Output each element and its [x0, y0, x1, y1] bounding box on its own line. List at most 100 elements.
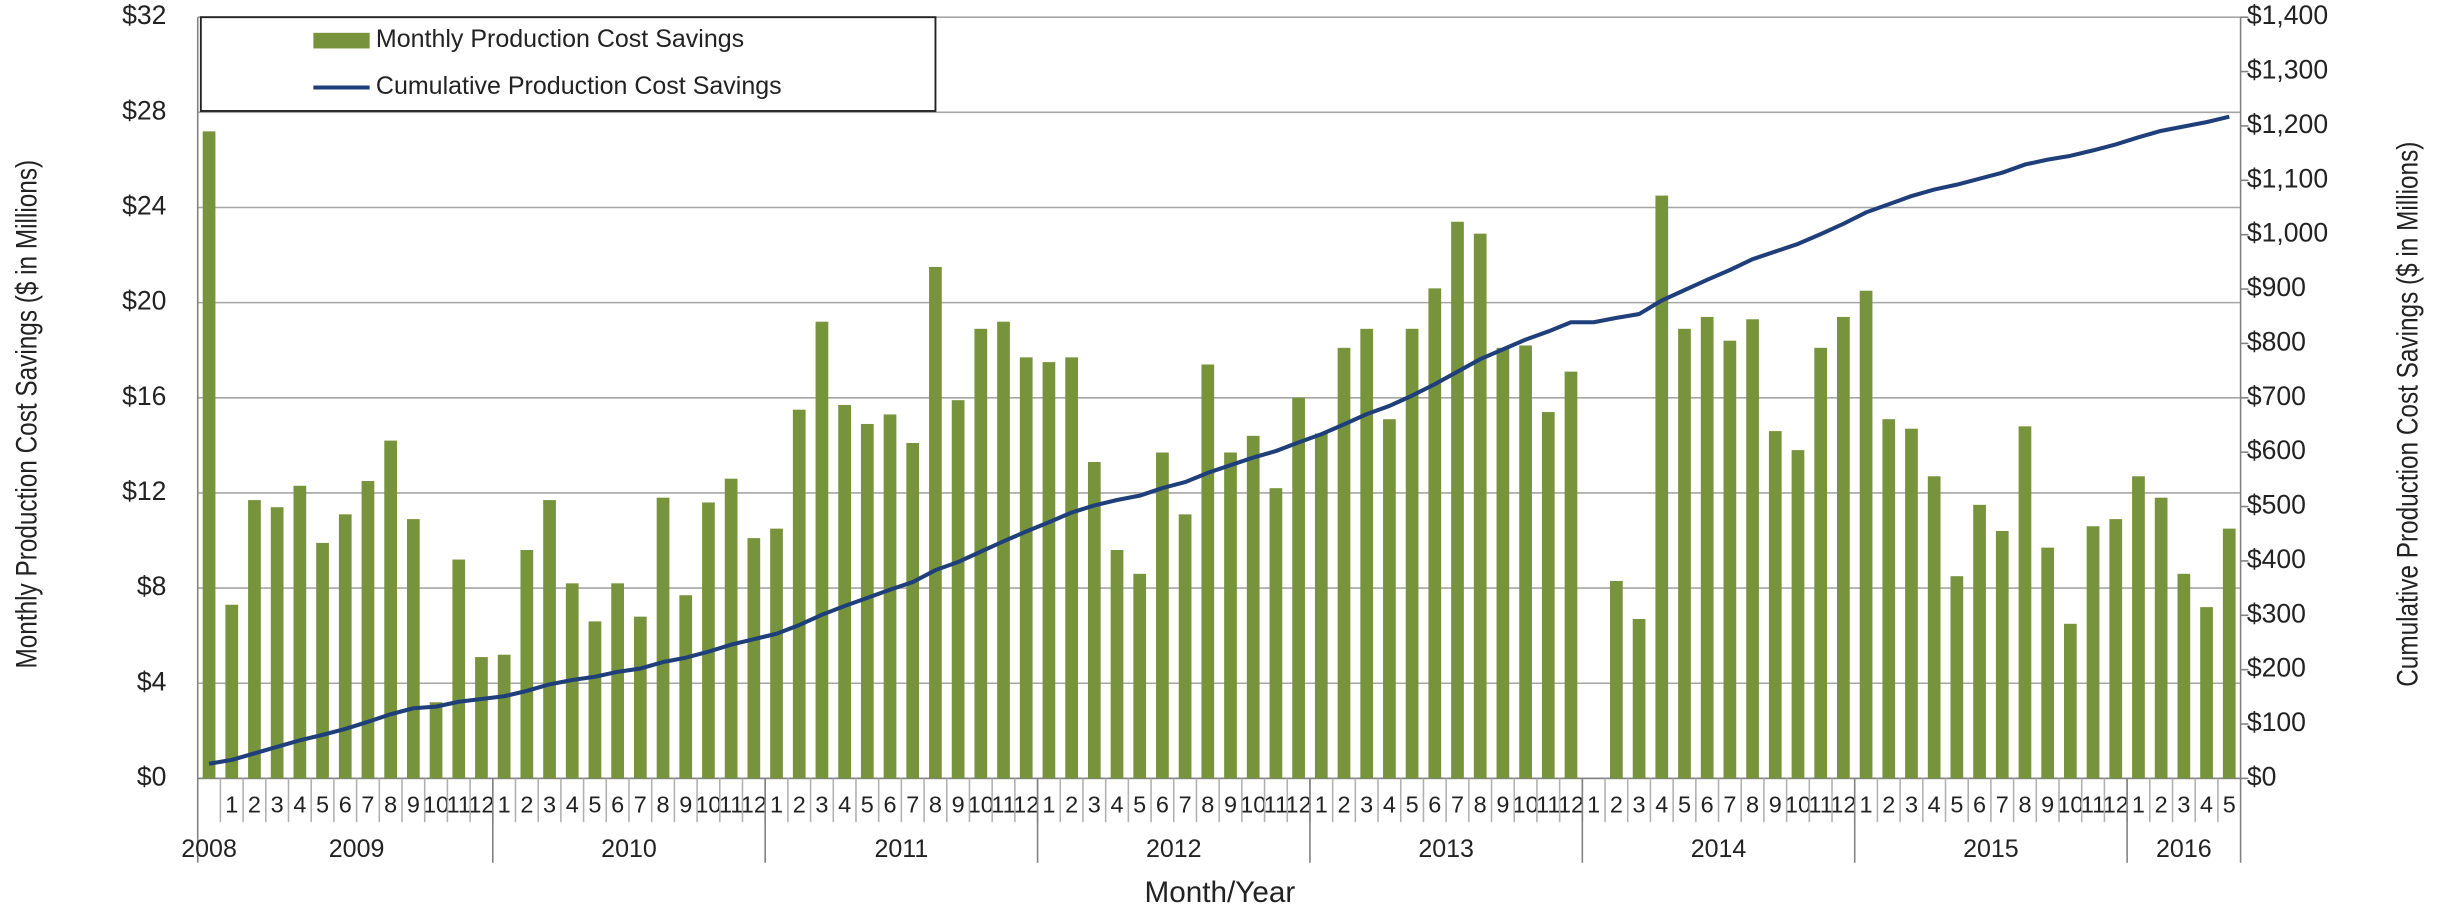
bar: [225, 604, 239, 779]
bar: [1973, 504, 1986, 779]
y2-tick-label: $700: [2247, 381, 2306, 411]
y2-tick-label: $1,400: [2247, 0, 2328, 30]
x-group-label: 2016: [2156, 835, 2212, 863]
y-tick-label: $4: [137, 666, 167, 696]
bar: [997, 321, 1010, 779]
bar: [1224, 452, 1237, 779]
bar: [724, 478, 738, 779]
x-tick-label: 6: [1973, 792, 1986, 818]
bar: [1768, 431, 1782, 779]
x-tick-label: 6: [611, 792, 624, 818]
x-tick-label: 5: [1950, 792, 1963, 818]
bar: [1405, 328, 1419, 779]
bar: [1201, 364, 1215, 779]
x-tick-label: 12: [1286, 792, 1312, 818]
x-tick-label: 8: [657, 792, 670, 818]
x-tick-label: 10: [1513, 792, 1539, 818]
y-tick-label: $8: [137, 571, 167, 601]
bar: [1065, 357, 1078, 779]
x-tick-label: 1: [225, 792, 238, 818]
bar: [1678, 328, 1691, 779]
x-tick-label: 1: [770, 792, 783, 818]
y2-tick-label: $100: [2247, 707, 2306, 737]
x-tick-label: 9: [407, 792, 420, 818]
x-group-label: 2014: [1691, 835, 1747, 863]
x-tick-label: 5: [1406, 792, 1419, 818]
x-tick-label: 1: [1587, 792, 1600, 818]
x-group-label: 2012: [1146, 835, 1202, 863]
x-tick-label: 11: [1809, 792, 1833, 818]
x-tick-label: 4: [838, 792, 851, 818]
x-tick-label: 3: [2177, 792, 2190, 818]
x-tick-label: 12: [468, 792, 494, 818]
x-tick-label: 12: [1830, 792, 1856, 818]
bar: [1156, 452, 1169, 779]
bar: [1519, 345, 1532, 779]
bar: [815, 321, 829, 779]
x-tick-label: 10: [1785, 792, 1811, 818]
x-tick-label: 8: [384, 792, 397, 818]
bar: [1859, 290, 1873, 779]
x-tick-label: 2: [520, 792, 533, 818]
x-tick-label: 9: [952, 792, 965, 818]
bar: [2200, 607, 2213, 779]
bar: [1246, 435, 1260, 779]
bar: [2154, 497, 2168, 779]
x-tick-label: 1: [1042, 792, 1055, 818]
x-tick-label: 4: [1383, 792, 1396, 818]
x-tick-label: 12: [1558, 792, 1584, 818]
bar: [747, 538, 761, 779]
bar: [1541, 412, 1555, 779]
x-tick-label: 2: [1065, 792, 1078, 818]
bar: [270, 507, 284, 779]
x-tick-label: 10: [2057, 792, 2083, 818]
bar: [1814, 347, 1828, 779]
bar: [1882, 419, 1896, 779]
bar: [1791, 450, 1805, 779]
y2-tick-label: $800: [2247, 326, 2306, 356]
x-tick-label: 5: [588, 792, 601, 818]
bar: [883, 414, 897, 779]
x-tick-label: 11: [447, 792, 471, 818]
legend-label: Cumulative Production Cost Savings: [376, 72, 782, 100]
x-tick-label: 6: [1428, 792, 1441, 818]
x-tick-label: 6: [339, 792, 352, 818]
x-tick-label: 3: [1633, 792, 1646, 818]
bar: [1292, 397, 1305, 779]
x-tick-label: 9: [1224, 792, 1237, 818]
line: [208, 114, 2230, 766]
bar: [2064, 623, 2077, 779]
x-tick-label: 8: [1201, 792, 1214, 818]
x-tick-label: 3: [1088, 792, 1101, 818]
y-tick-label: $16: [122, 381, 166, 411]
bar: [770, 528, 783, 779]
x-tick-label: 5: [861, 792, 874, 818]
x-axis-title: Month/Year: [1145, 876, 1296, 905]
x-tick-label: 10: [968, 792, 994, 818]
y-tick-label: $20: [122, 286, 166, 316]
x-tick-label: 10: [1240, 792, 1266, 818]
bar: [860, 423, 874, 779]
x-tick-label: 6: [1701, 792, 1714, 818]
x-tick-label: 2: [248, 792, 261, 818]
bar: [1632, 619, 1646, 779]
x-tick-label: 8: [2018, 792, 2031, 818]
x-group-label: 2010: [601, 835, 657, 863]
bar: [1473, 233, 1487, 779]
bar: [2177, 573, 2191, 779]
x-group-label: 2015: [1963, 835, 2019, 863]
x-tick-label: 2: [1610, 792, 1623, 818]
bar: [702, 502, 715, 779]
x-tick-label: 6: [883, 792, 896, 818]
bar: [1383, 419, 1396, 779]
bar: [1496, 347, 1510, 779]
bar: [1314, 433, 1328, 779]
y2-tick-label: $200: [2247, 653, 2306, 683]
x-tick-label: 6: [1156, 792, 1169, 818]
bar: [1746, 319, 1759, 779]
x-group-label: 2008: [181, 835, 237, 863]
x-group-label: 2013: [1418, 835, 1474, 863]
x-tick-label: 3: [815, 792, 828, 818]
bar: [1723, 340, 1737, 779]
